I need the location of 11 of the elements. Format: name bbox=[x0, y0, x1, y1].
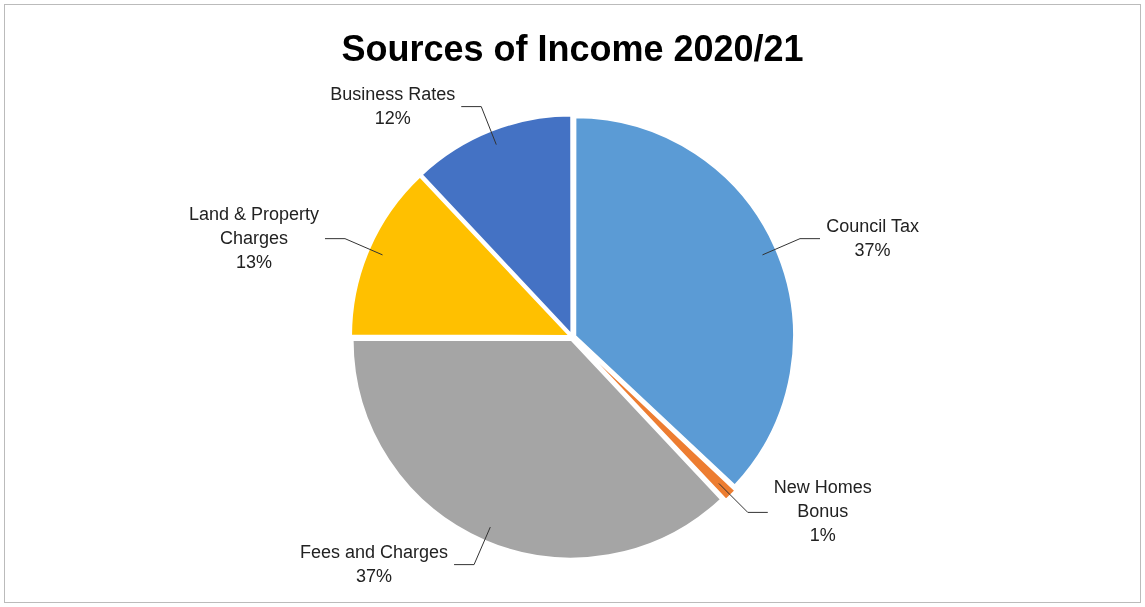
slice-label: Council Tax bbox=[826, 215, 919, 236]
data-label: 12% bbox=[374, 107, 411, 128]
slice-label: New Homes Bonus bbox=[773, 477, 872, 522]
slice-label: Fees and Charges bbox=[299, 541, 449, 562]
chart-title: Sources of Income 2020/21 bbox=[341, 27, 804, 69]
slice-label: Land & Property Charges bbox=[188, 203, 319, 248]
data-label: 1% bbox=[809, 525, 836, 546]
data-label: 37% bbox=[854, 239, 891, 260]
data-label: 13% bbox=[235, 251, 272, 272]
slice-label: Business Rates bbox=[330, 83, 456, 104]
data-label: 37% bbox=[355, 565, 393, 586]
